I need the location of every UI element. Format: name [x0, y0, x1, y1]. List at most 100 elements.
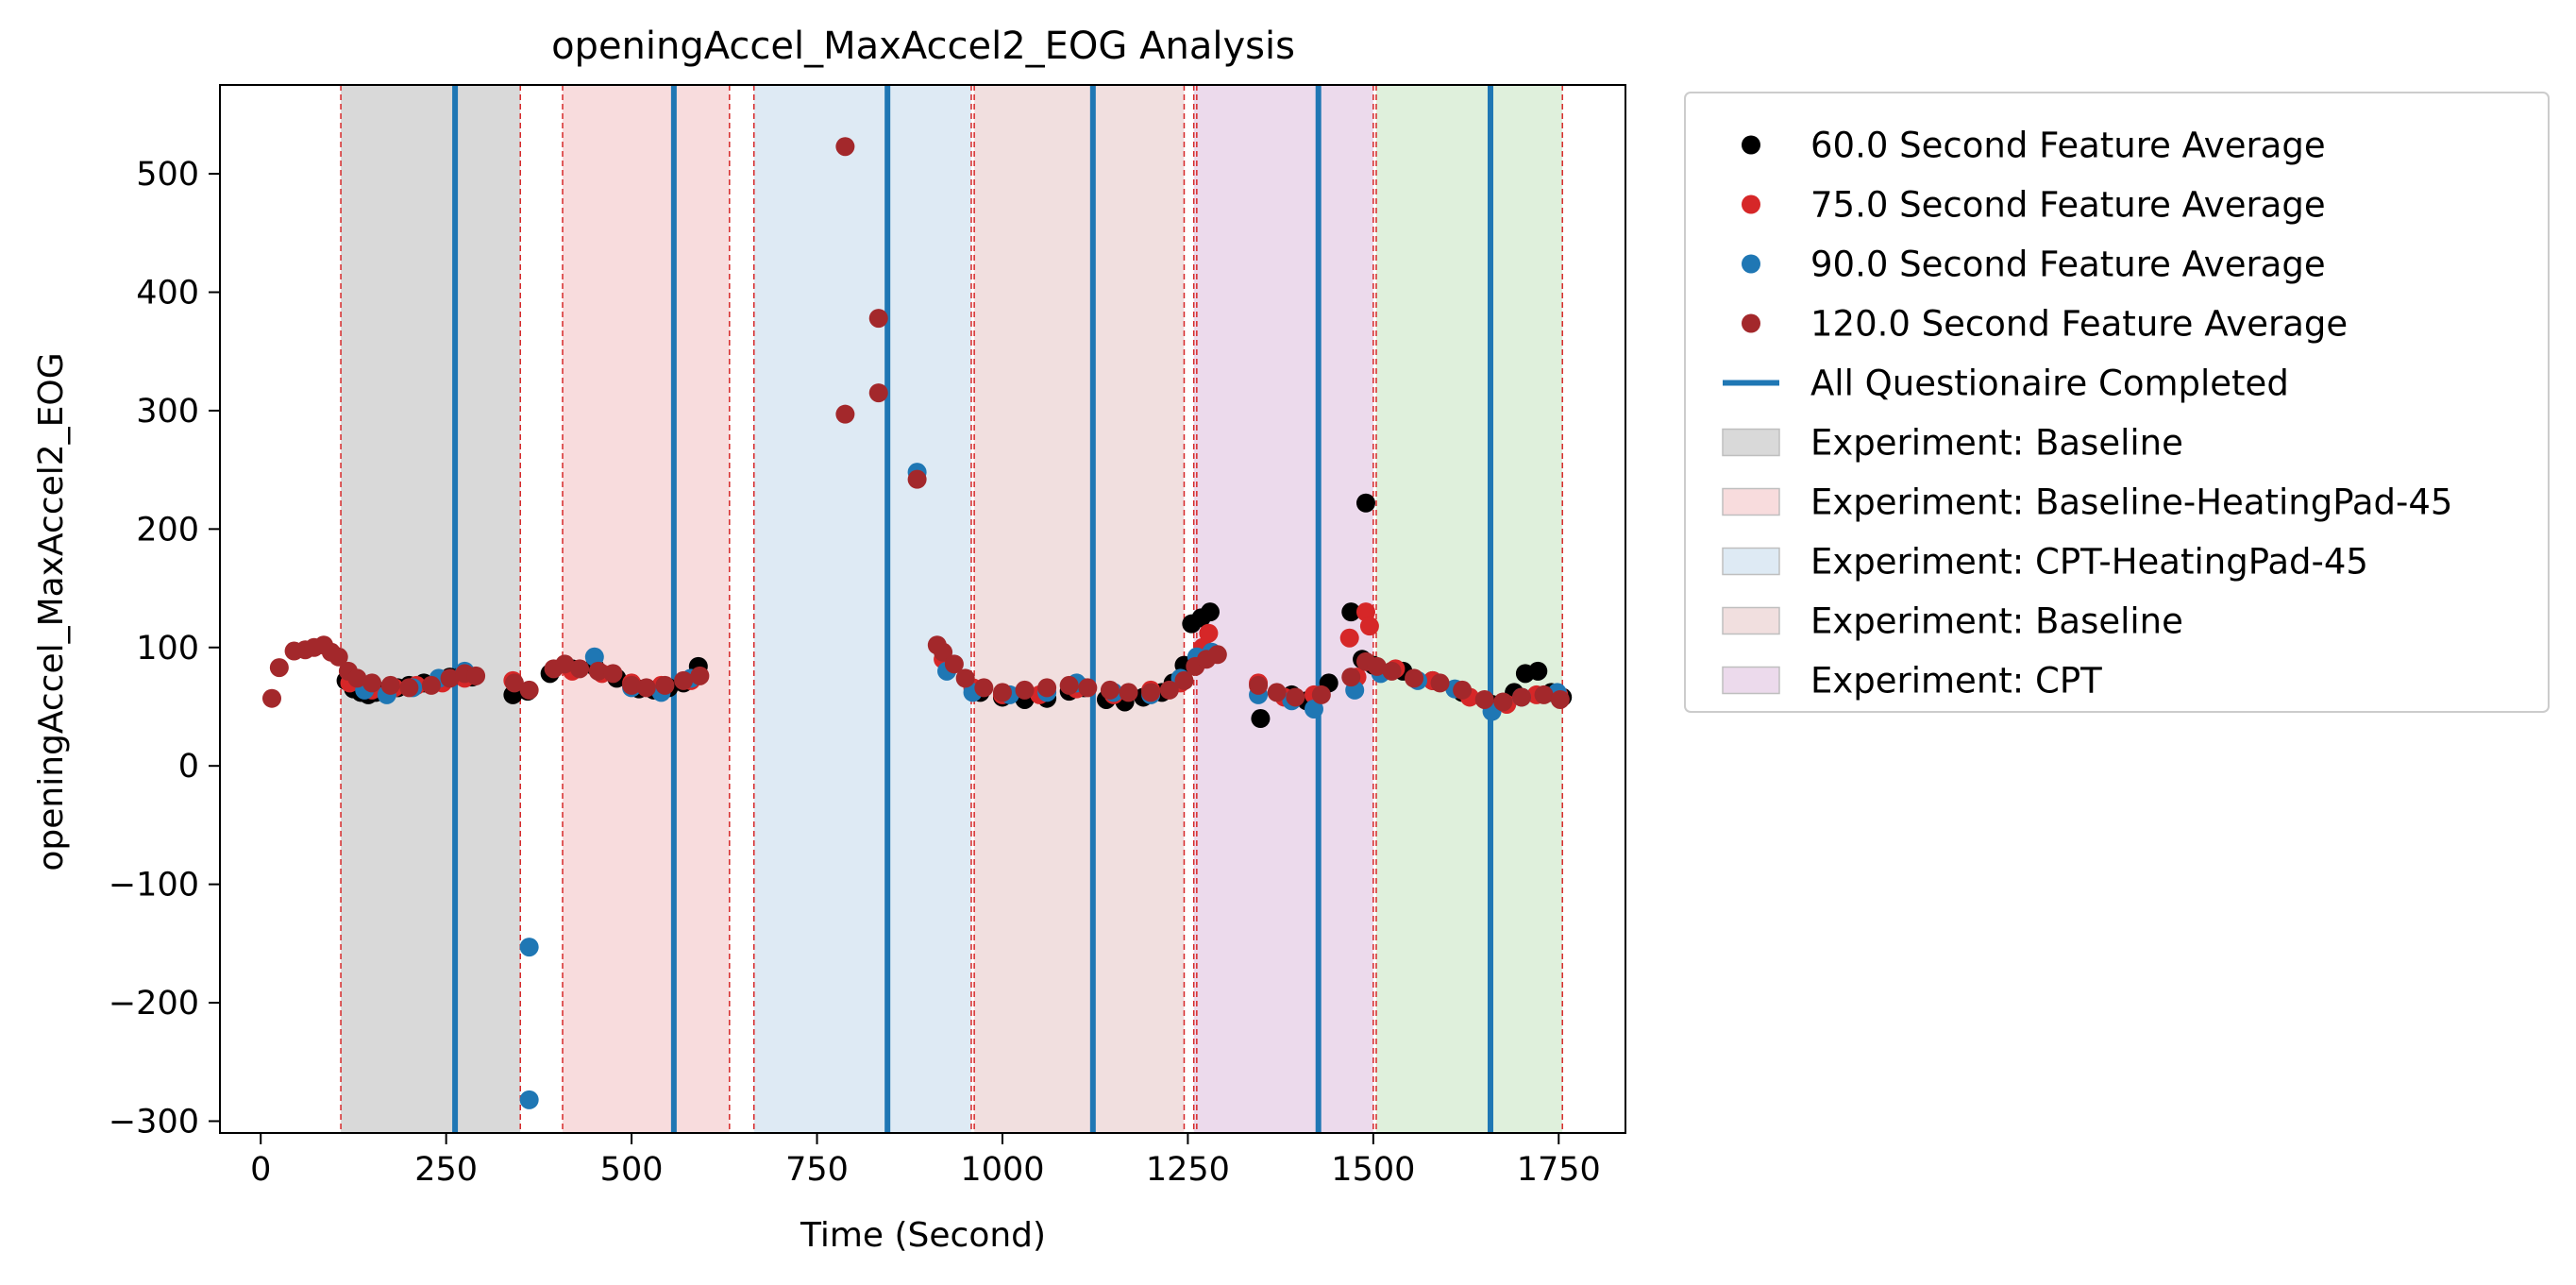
- point-s1-27: [1355, 602, 1375, 622]
- point-s3-36: [944, 654, 964, 674]
- legend-label-7: Experiment: CPT-HeatingPad-45: [1810, 542, 2368, 583]
- point-s3-24: [622, 675, 642, 695]
- legend-marker-8: [1722, 606, 1780, 635]
- point-s3-38: [974, 678, 994, 698]
- point-s3-47: [1159, 680, 1179, 700]
- region-5: [1375, 85, 1563, 1133]
- region-3: [974, 85, 1185, 1133]
- x-tick-label-1750: 1750: [1517, 1151, 1601, 1189]
- point-s3-65: [1511, 687, 1531, 707]
- region-1: [563, 85, 730, 1133]
- point-s3-9: [347, 668, 367, 688]
- legend: 60.0 Second Feature Average 75.0 Second F…: [1684, 92, 2550, 713]
- y-axis-ticks: −300 −200 −100 0 100 200 300 400 500: [109, 156, 220, 1141]
- point-s3-13: [421, 675, 441, 695]
- legend-label-4: All Questionaire Completed: [1810, 364, 2289, 404]
- point-s3-30: [835, 404, 855, 424]
- point-s3-53: [1267, 683, 1287, 702]
- y-tick-label-300: 300: [136, 393, 199, 431]
- y-tick-label-400: 400: [136, 274, 199, 312]
- point-s0-43: [1341, 602, 1361, 622]
- point-s1-21: [1199, 623, 1219, 643]
- point-s3-63: [1474, 689, 1494, 709]
- legend-label-8: Experiment: Baseline: [1810, 601, 2183, 642]
- y-tick-label-200: 200: [136, 511, 199, 549]
- point-s3-40: [1015, 680, 1035, 700]
- point-s3-67: [1550, 689, 1570, 709]
- data-points: [262, 137, 1573, 1109]
- legend-label-5: Experiment: Baseline: [1810, 423, 2183, 464]
- legend-marker-0: [1742, 135, 1760, 155]
- point-s3-37: [955, 668, 975, 688]
- point-s3-1: [269, 658, 289, 678]
- x-tick-label-1000: 1000: [960, 1151, 1044, 1189]
- y-tick-label--100: −100: [109, 867, 199, 905]
- legend-marker-6: [1722, 487, 1780, 516]
- point-s3-39: [992, 683, 1012, 702]
- chart-title: openingAccel_MaxAccel2_EOG Analysis: [551, 25, 1295, 68]
- legend-marker-1: [1742, 194, 1760, 214]
- x-tick-label-250: 250: [414, 1151, 478, 1189]
- point-s3-10: [362, 673, 382, 693]
- point-s3-28: [690, 666, 710, 685]
- point-s2-5: [519, 938, 539, 957]
- x-tick-label-1250: 1250: [1146, 1151, 1230, 1189]
- legend-marker-5: [1722, 428, 1780, 457]
- legend-marker-9: [1722, 666, 1780, 695]
- point-s3-32: [868, 383, 888, 403]
- point-s3-61: [1430, 673, 1450, 693]
- point-s0-38: [1200, 602, 1220, 622]
- region-2: [753, 85, 971, 1133]
- point-s3-0: [262, 688, 282, 708]
- point-s3-60: [1405, 668, 1424, 688]
- point-s3-58: [1367, 656, 1387, 676]
- legend-marker-7: [1722, 547, 1780, 576]
- point-s3-7: [328, 647, 348, 667]
- y-tick-label--300: −300: [109, 1103, 199, 1141]
- point-s3-45: [1119, 683, 1138, 702]
- legend-label-3: 120.0 Second Feature Average: [1810, 304, 2348, 345]
- point-s3-27: [674, 670, 694, 690]
- point-s3-66: [1534, 685, 1554, 704]
- point-s3-23: [603, 664, 623, 684]
- experiment-regions: [341, 85, 1563, 1133]
- y-tick-label-0: 0: [178, 748, 199, 786]
- point-s3-35: [934, 642, 953, 662]
- point-s0-45: [1355, 493, 1375, 513]
- point-s3-52: [1249, 675, 1269, 695]
- x-tick-label-0: 0: [250, 1151, 271, 1189]
- point-s3-31: [868, 309, 888, 329]
- point-s3-55: [1311, 685, 1331, 704]
- x-axis-ticks: 0 250 500 750 1000 1250 1500 1750: [250, 1133, 1601, 1189]
- point-s3-22: [588, 661, 608, 681]
- point-s3-41: [1037, 678, 1057, 698]
- point-s3-43: [1078, 678, 1098, 698]
- point-s2-24: [1304, 699, 1323, 719]
- point-s3-16: [466, 666, 486, 685]
- questionnaire-lines: [452, 85, 1493, 1133]
- point-s3-11: [380, 675, 400, 695]
- point-s3-21: [570, 659, 590, 679]
- point-s3-17: [504, 673, 524, 693]
- y-axis-label: openingAccel_MaxAccel2_EOG: [32, 352, 71, 871]
- legend-label-2: 90.0 Second Feature Average: [1810, 245, 2326, 285]
- point-s3-12: [399, 678, 419, 698]
- point-s3-25: [636, 678, 656, 698]
- y-tick-label-100: 100: [136, 630, 199, 668]
- region-0: [341, 85, 521, 1133]
- legend-marker-2: [1742, 254, 1760, 274]
- point-s3-33: [907, 469, 927, 489]
- point-s0-53: [1528, 661, 1548, 681]
- point-s3-64: [1493, 692, 1513, 712]
- legend-label-6: Experiment: Baseline-HeatingPad-45: [1810, 482, 2452, 523]
- point-s2-7: [584, 647, 604, 667]
- point-s0-39: [1251, 709, 1271, 729]
- point-s3-46: [1141, 683, 1161, 702]
- legend-label-1: 75.0 Second Feature Average: [1810, 185, 2326, 226]
- point-s3-42: [1059, 675, 1079, 695]
- point-s3-29: [835, 137, 855, 157]
- legend-label-9: Experiment: CPT: [1810, 661, 2102, 702]
- y-tick-label-500: 500: [136, 156, 199, 194]
- point-s1-28: [1359, 617, 1379, 636]
